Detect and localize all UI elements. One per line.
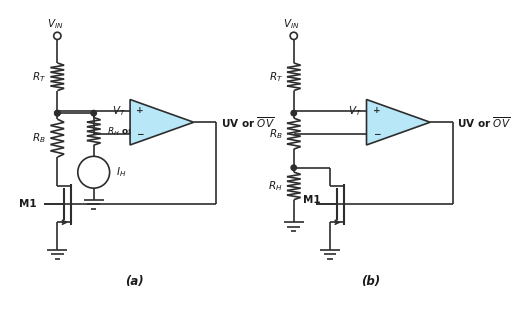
- Circle shape: [291, 165, 297, 170]
- Text: $V_T$: $V_T$: [348, 104, 362, 118]
- Text: $I_H$: $I_H$: [117, 165, 127, 179]
- Circle shape: [290, 32, 298, 40]
- Text: $V_T$: $V_T$: [112, 104, 125, 118]
- Text: $R_T$: $R_T$: [268, 70, 283, 84]
- Text: (a): (a): [125, 275, 144, 288]
- Circle shape: [291, 110, 297, 116]
- Text: M1: M1: [303, 194, 321, 205]
- Text: M1: M1: [19, 199, 37, 209]
- Circle shape: [53, 32, 61, 40]
- Text: +: +: [373, 106, 380, 115]
- Circle shape: [78, 156, 109, 188]
- Text: $V_{IN}$: $V_{IN}$: [47, 17, 63, 31]
- Circle shape: [54, 110, 60, 116]
- Text: UV or $\overline{OV}$: UV or $\overline{OV}$: [457, 115, 511, 129]
- Text: $R_H$ or: $R_H$ or: [107, 125, 134, 138]
- Polygon shape: [130, 100, 194, 145]
- Text: UV or $\overline{OV}$: UV or $\overline{OV}$: [221, 115, 275, 129]
- Text: $R_B$: $R_B$: [32, 131, 46, 145]
- Text: +: +: [136, 106, 144, 115]
- Text: (b): (b): [361, 275, 380, 288]
- Circle shape: [91, 110, 97, 116]
- Text: $R_T$: $R_T$: [32, 70, 46, 84]
- Text: $R_H$: $R_H$: [268, 179, 283, 193]
- Text: $V_{IN}$: $V_{IN}$: [283, 17, 300, 31]
- Text: −: −: [136, 130, 144, 139]
- Polygon shape: [366, 100, 430, 145]
- Circle shape: [54, 110, 60, 116]
- Text: $R_B$: $R_B$: [269, 127, 282, 140]
- Text: −: −: [373, 130, 380, 139]
